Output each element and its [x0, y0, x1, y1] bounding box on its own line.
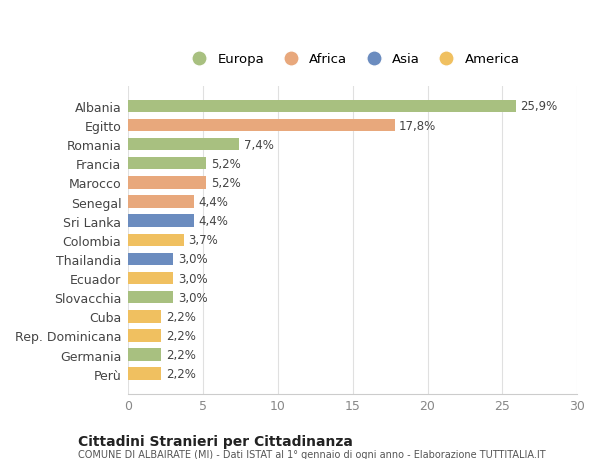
- Bar: [128, 310, 161, 323]
- Text: 2,2%: 2,2%: [166, 310, 196, 323]
- Text: 5,2%: 5,2%: [211, 157, 241, 170]
- Bar: [128, 119, 395, 132]
- Text: 2,2%: 2,2%: [166, 367, 196, 381]
- Text: 17,8%: 17,8%: [399, 119, 436, 132]
- Text: 2,2%: 2,2%: [166, 348, 196, 361]
- Bar: [128, 368, 161, 380]
- Legend: Europa, Africa, Asia, America: Europa, Africa, Asia, America: [186, 53, 520, 66]
- Text: 3,0%: 3,0%: [178, 253, 208, 266]
- Bar: [128, 139, 239, 151]
- Bar: [128, 177, 206, 189]
- Bar: [128, 291, 173, 304]
- Bar: [128, 330, 161, 342]
- Text: 3,7%: 3,7%: [188, 234, 218, 247]
- Bar: [128, 215, 194, 227]
- Bar: [128, 253, 173, 266]
- Bar: [128, 101, 516, 113]
- Text: 3,0%: 3,0%: [178, 272, 208, 285]
- Text: COMUNE DI ALBAIRATE (MI) - Dati ISTAT al 1° gennaio di ogni anno - Elaborazione : COMUNE DI ALBAIRATE (MI) - Dati ISTAT al…: [78, 449, 545, 459]
- Bar: [128, 158, 206, 170]
- Bar: [128, 196, 194, 208]
- Text: Cittadini Stranieri per Cittadinanza: Cittadini Stranieri per Cittadinanza: [78, 434, 353, 448]
- Bar: [128, 348, 161, 361]
- Bar: [128, 272, 173, 285]
- Text: 5,2%: 5,2%: [211, 177, 241, 190]
- Text: 2,2%: 2,2%: [166, 329, 196, 342]
- Text: 4,4%: 4,4%: [199, 196, 229, 208]
- Text: 4,4%: 4,4%: [199, 215, 229, 228]
- Text: 25,9%: 25,9%: [520, 100, 557, 113]
- Bar: [128, 234, 184, 246]
- Text: 7,4%: 7,4%: [244, 138, 274, 151]
- Text: 3,0%: 3,0%: [178, 291, 208, 304]
